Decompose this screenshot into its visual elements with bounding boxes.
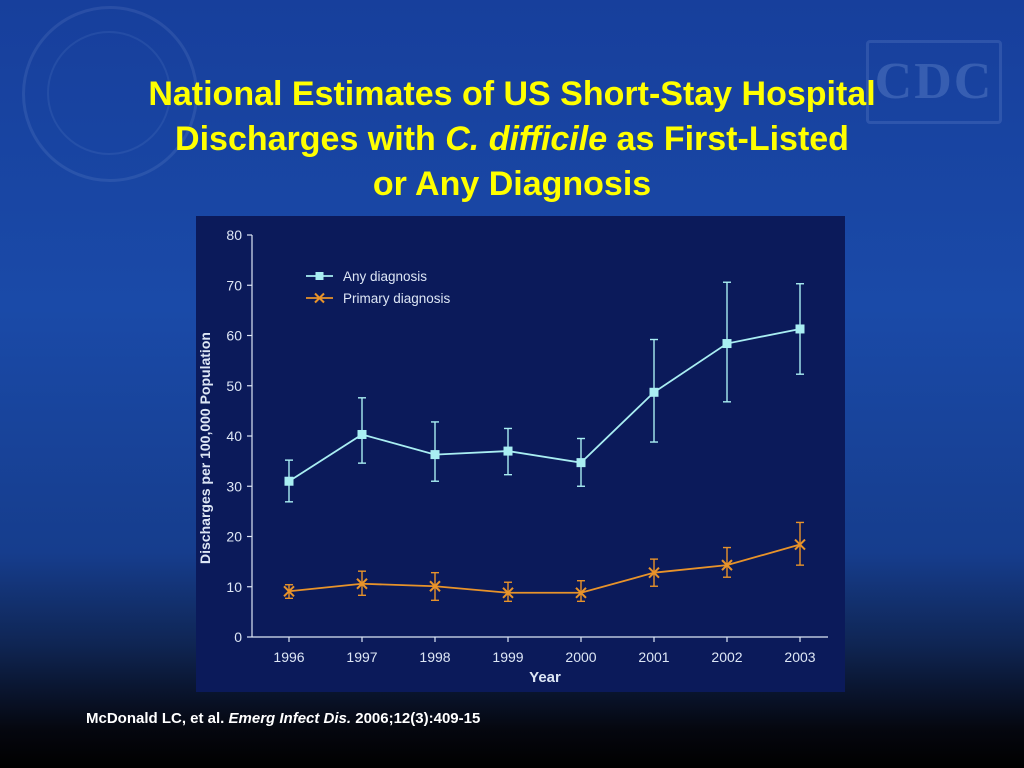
title-line-3: or Any Diagnosis: [372, 165, 652, 203]
y-tick-label-20: 20: [226, 529, 242, 545]
y-tick-label-10: 10: [226, 579, 242, 595]
primary-diagnosis-point-2000: [575, 587, 587, 599]
any-diagnosis-point-2003: [795, 324, 805, 334]
chart-panel: 0 10 20 30 40 50 60 70 80 1996 1997 1998 1999 2000 20…: [196, 216, 845, 692]
x-tick-label-2000: 2000: [565, 649, 596, 665]
legend-primary-diagnosis-marker: [314, 292, 325, 304]
x-tick-label-1999: 1999: [492, 649, 523, 665]
y-axis-label: Discharges per 100,000 Population: [197, 332, 213, 564]
legend: Any diagnosis Primary diagnosis: [306, 269, 451, 306]
any-diagnosis-point-2001: [649, 387, 659, 397]
title-line-2-suffix: as First-Listed: [607, 120, 849, 158]
citation-authors: McDonald LC, et al.: [86, 710, 229, 727]
x-tick-label-1997: 1997: [346, 649, 377, 665]
primary-diagnosis-point-1997: [356, 578, 368, 590]
any-diagnosis-point-1996: [284, 476, 294, 486]
title-line-2-prefix: Discharges with: [175, 120, 446, 158]
y-tick-label-50: 50: [226, 378, 242, 394]
primary-diagnosis-point-1999: [502, 587, 514, 599]
cdc-logo-watermark: CDC: [866, 40, 1002, 124]
x-axis: 1996 1997 1998 1999 2000 2001 2002 2003: [252, 636, 828, 665]
any-diagnosis-point-2002: [722, 339, 732, 349]
primary-diagnosis-point-2001: [648, 566, 660, 579]
primary-diagnosis-point-2003: [794, 538, 806, 551]
legend-any-diagnosis-marker: [315, 272, 324, 280]
citation: McDonald LC, et al. Emerg Infect Dis. 20…: [86, 710, 480, 727]
title-line-2: Discharges with C. difficile as First-Li…: [60, 117, 964, 162]
y-axis: 0 10 20 30 40 50 60 70 80: [226, 227, 253, 645]
x-tick-label-2001: 2001: [638, 649, 669, 665]
legend-primary-diagnosis-label: Primary diagnosis: [343, 291, 451, 306]
series-layer: [283, 281, 806, 603]
any-diagnosis-point-2000: [576, 458, 586, 468]
title-line-1: National Estimates of US Short-Stay Hosp…: [148, 75, 876, 113]
any-diagnosis-point-1998: [430, 450, 440, 460]
title-organism-name: C. difficile: [445, 120, 608, 158]
discharges-line-chart: 0 10 20 30 40 50 60 70 80 1996 1997 1998 1999 2000 20…: [197, 227, 828, 686]
x-tick-label-2002: 2002: [711, 649, 742, 665]
citation-details: 2006;12(3):409-15: [351, 710, 481, 727]
x-tick-label-1998: 1998: [419, 649, 450, 665]
slide-title: National Estimates of US Short-Stay Hosp…: [60, 72, 964, 207]
x-tick-label-2003: 2003: [784, 649, 815, 665]
y-tick-label-40: 40: [226, 428, 242, 444]
primary-diagnosis-point-1998: [429, 580, 441, 592]
y-tick-label-70: 70: [226, 277, 242, 293]
legend-any-diagnosis-label: Any diagnosis: [343, 269, 427, 284]
y-tick-label-0: 0: [234, 629, 242, 645]
x-tick-label-1996: 1996: [273, 649, 304, 665]
any-diagnosis-point-1999: [503, 446, 513, 456]
any-diagnosis-point-1997: [357, 429, 367, 439]
primary-diagnosis-line: [288, 543, 801, 594]
x-axis-label: Year: [529, 669, 561, 686]
y-tick-label-30: 30: [226, 478, 242, 494]
y-tick-label-60: 60: [226, 328, 242, 344]
primary-diagnosis-point-2002: [721, 559, 733, 571]
y-tick-label-80: 80: [226, 227, 242, 243]
any-diagnosis-line: [288, 328, 801, 482]
primary-diagnosis-point-1996: [283, 585, 295, 597]
hhs-seal-watermark-icon: [22, 6, 198, 182]
citation-journal: Emerg Infect Dis.: [228, 710, 352, 727]
